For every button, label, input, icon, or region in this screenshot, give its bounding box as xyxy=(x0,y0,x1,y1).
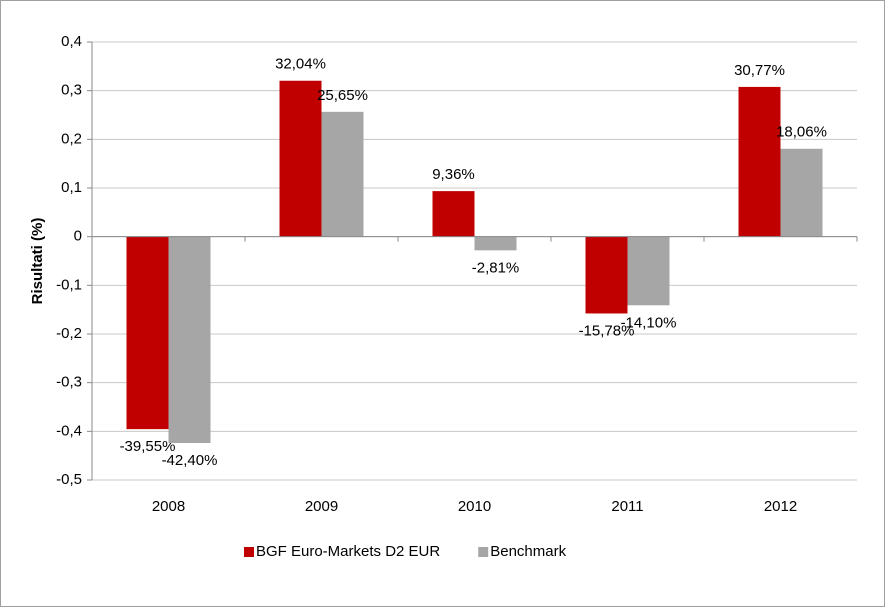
bar xyxy=(321,111,364,237)
y-tick-label: -0,1 xyxy=(56,276,82,293)
y-tick-label: 0,2 xyxy=(61,130,82,147)
data-label: 30,77% xyxy=(734,62,785,79)
data-label: 25,65% xyxy=(317,87,368,104)
data-label: -15,78% xyxy=(579,322,635,339)
legend-label: Benchmark xyxy=(490,543,566,560)
x-tick-label: 2008 xyxy=(152,498,185,515)
bar xyxy=(279,80,322,237)
data-label: 32,04% xyxy=(275,56,326,73)
data-label: 9,36% xyxy=(432,166,475,183)
data-label: -2,81% xyxy=(472,259,520,276)
y-tick-label: 0 xyxy=(74,228,82,245)
bar xyxy=(432,191,475,237)
bar xyxy=(168,236,211,444)
bar xyxy=(126,236,169,430)
y-tick-label: -0,5 xyxy=(56,471,82,488)
y-tick-label: -0,4 xyxy=(56,422,82,439)
bar xyxy=(738,86,781,237)
x-tick-label: 2011 xyxy=(611,498,643,515)
y-tick-label: 0,1 xyxy=(61,179,82,196)
x-tick-label: 2009 xyxy=(305,498,338,515)
data-label: 18,06% xyxy=(776,124,827,141)
data-label: -42,40% xyxy=(162,452,218,469)
data-label: -14,10% xyxy=(621,314,677,331)
bar xyxy=(780,148,823,237)
y-tick-label: -0,2 xyxy=(56,325,82,342)
bar xyxy=(474,236,517,251)
y-tick-label: 0,3 xyxy=(61,82,82,99)
y-axis-label: Risultati (%) xyxy=(29,218,46,305)
y-tick-label: 0,4 xyxy=(61,33,82,50)
legend-swatch xyxy=(244,547,254,557)
x-tick-label: 2010 xyxy=(458,498,491,515)
y-tick-label: -0,3 xyxy=(56,374,82,391)
data-label: -39,55% xyxy=(120,438,176,455)
x-tick-label: 2012 xyxy=(764,498,797,515)
legend-swatch xyxy=(478,547,489,557)
legend-label: BGF Euro-Markets D2 EUR xyxy=(256,543,440,560)
bar xyxy=(585,236,628,314)
bar xyxy=(627,236,670,306)
